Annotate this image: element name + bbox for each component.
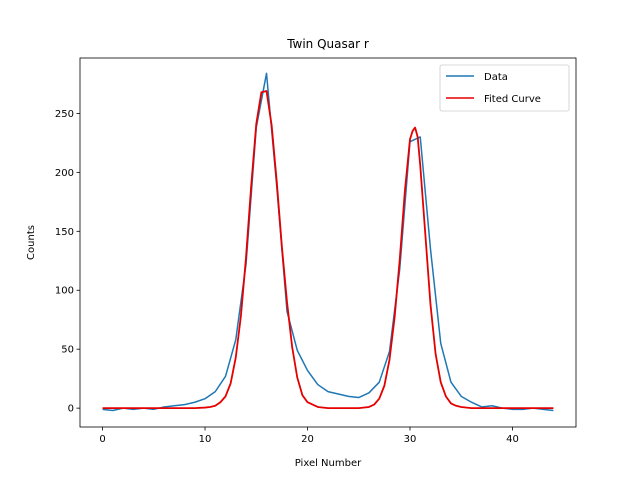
x-tick-label: 10 bbox=[199, 434, 212, 445]
chart-title: Twin Quasar r bbox=[286, 37, 369, 51]
series-line-data bbox=[102, 72, 554, 412]
y-tick-label: 250 bbox=[55, 109, 74, 120]
series-layer bbox=[102, 72, 554, 412]
x-tick-label: 30 bbox=[404, 434, 417, 445]
legend-label-data: Data bbox=[484, 72, 508, 83]
legend-label-fitted-curve: Fited Curve bbox=[484, 94, 541, 105]
x-axis-label: Pixel Number bbox=[295, 458, 362, 469]
y-tick-label: 0 bbox=[68, 404, 74, 415]
series-line-fited-curve bbox=[102, 90, 554, 410]
x-tick-label: 0 bbox=[99, 434, 105, 445]
y-tick-label: 50 bbox=[61, 345, 74, 356]
x-axis: 0 10 20 30 40 bbox=[99, 427, 519, 445]
y-tick-label: 150 bbox=[55, 227, 74, 238]
x-tick-label: 40 bbox=[506, 434, 519, 445]
legend: Data Fited Curve bbox=[439, 64, 570, 112]
y-axis: 0 50 100 150 200 250 bbox=[55, 109, 80, 415]
y-axis-label: Counts bbox=[26, 225, 37, 260]
plot-area bbox=[79, 57, 577, 428]
plot-frame bbox=[79, 57, 577, 428]
y-tick-label: 200 bbox=[55, 168, 74, 179]
x-tick-label: 20 bbox=[301, 434, 314, 445]
y-tick-label: 100 bbox=[55, 286, 74, 297]
